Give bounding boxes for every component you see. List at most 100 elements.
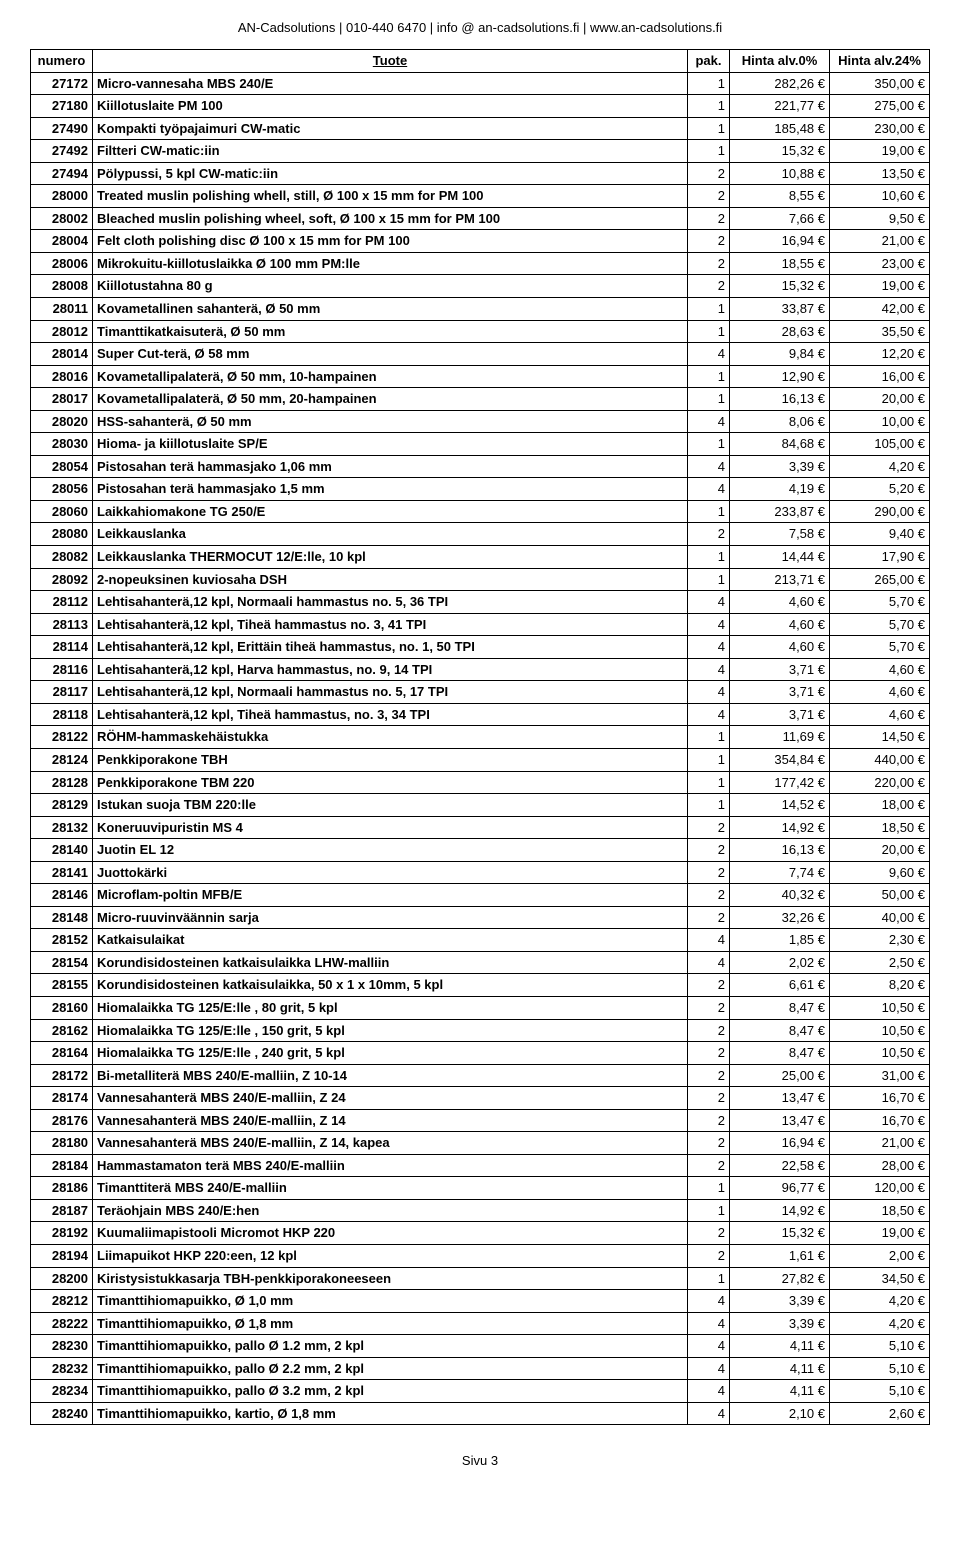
cell-tuote: Vannesahanterä MBS 240/E-malliin, Z 14, … <box>93 1132 688 1155</box>
cell-numero: 28212 <box>31 1290 93 1313</box>
cell-tuote: Koneruuvipuristin MS 4 <box>93 816 688 839</box>
cell-pak: 4 <box>688 591 730 614</box>
cell-pak: 2 <box>688 1064 730 1087</box>
cell-price0: 22,58 € <box>730 1154 830 1177</box>
cell-tuote: Lehtisahanterä,12 kpl, Tiheä hammastus n… <box>93 613 688 636</box>
cell-pak: 4 <box>688 658 730 681</box>
cell-tuote: Timanttihiomapuikko, Ø 1,8 mm <box>93 1312 688 1335</box>
cell-numero: 28152 <box>31 929 93 952</box>
cell-numero: 28129 <box>31 794 93 817</box>
cell-price24: 35,50 € <box>830 320 930 343</box>
cell-price0: 32,26 € <box>730 906 830 929</box>
cell-tuote: Micro-ruuvinväännin sarja <box>93 906 688 929</box>
table-row: 28080Leikkauslanka27,58 €9,40 € <box>31 523 930 546</box>
cell-tuote: Hioma- ja kiillotuslaite SP/E <box>93 433 688 456</box>
table-row: 27490Kompakti työpajaimuri CW-matic1185,… <box>31 117 930 140</box>
cell-price24: 4,20 € <box>830 455 930 478</box>
table-row: 28180Vannesahanterä MBS 240/E-malliin, Z… <box>31 1132 930 1155</box>
table-row: 28012Timanttikatkaisuterä, Ø 50 mm128,63… <box>31 320 930 343</box>
table-row: 28154Korundisidosteinen katkaisulaikka L… <box>31 951 930 974</box>
cell-tuote: Kovametallipalaterä, Ø 50 mm, 20-hampain… <box>93 388 688 411</box>
table-row: 28146Microflam-poltin MFB/E240,32 €50,00… <box>31 884 930 907</box>
cell-tuote: Bleached muslin polishing wheel, soft, Ø… <box>93 207 688 230</box>
cell-numero: 28004 <box>31 230 93 253</box>
cell-pak: 4 <box>688 478 730 501</box>
table-row: 28114Lehtisahanterä,12 kpl, Erittäin tih… <box>31 636 930 659</box>
cell-numero: 28222 <box>31 1312 93 1335</box>
cell-tuote: Korundisidosteinen katkaisulaikka, 50 x … <box>93 974 688 997</box>
cell-price24: 18,50 € <box>830 816 930 839</box>
cell-price24: 10,50 € <box>830 1042 930 1065</box>
cell-pak: 2 <box>688 816 730 839</box>
cell-tuote: Pölypussi, 5 kpl CW-matic:iin <box>93 162 688 185</box>
cell-pak: 2 <box>688 884 730 907</box>
cell-tuote: Hiomalaikka TG 125/E:lle , 150 grit, 5 k… <box>93 1019 688 1042</box>
cell-numero: 28132 <box>31 816 93 839</box>
cell-tuote: Super Cut-terä, Ø 58 mm <box>93 343 688 366</box>
cell-pak: 2 <box>688 1222 730 1245</box>
cell-price24: 230,00 € <box>830 117 930 140</box>
cell-price0: 7,74 € <box>730 861 830 884</box>
table-row: 28187Teräohjain MBS 240/E:hen114,92 €18,… <box>31 1199 930 1222</box>
cell-price24: 19,00 € <box>830 140 930 163</box>
cell-price24: 13,50 € <box>830 162 930 185</box>
col-pak: pak. <box>688 50 730 73</box>
table-row: 28016Kovametallipalaterä, Ø 50 mm, 10-ha… <box>31 365 930 388</box>
cell-price24: 120,00 € <box>830 1177 930 1200</box>
cell-price24: 28,00 € <box>830 1154 930 1177</box>
cell-tuote: Lehtisahanterä,12 kpl, Erittäin tiheä ha… <box>93 636 688 659</box>
cell-numero: 28014 <box>31 343 93 366</box>
cell-price0: 221,77 € <box>730 95 830 118</box>
cell-pak: 1 <box>688 568 730 591</box>
cell-pak: 1 <box>688 546 730 569</box>
table-row: 28140Juotin EL 12216,13 €20,00 € <box>31 839 930 862</box>
cell-price0: 4,60 € <box>730 636 830 659</box>
table-row: 28060Laikkahiomakone TG 250/E1233,87 €29… <box>31 500 930 523</box>
cell-numero: 28128 <box>31 771 93 794</box>
cell-tuote: Timanttiterä MBS 240/E-malliin <box>93 1177 688 1200</box>
cell-price24: 9,40 € <box>830 523 930 546</box>
cell-tuote: Lehtisahanterä,12 kpl, Normaali hammastu… <box>93 681 688 704</box>
cell-tuote: Leikkauslanka <box>93 523 688 546</box>
cell-price24: 14,50 € <box>830 726 930 749</box>
cell-pak: 4 <box>688 1380 730 1403</box>
table-row: 28194Liimapuikot HKP 220:een, 12 kpl21,6… <box>31 1244 930 1267</box>
table-row: 28184Hammastamaton terä MBS 240/E-mallii… <box>31 1154 930 1177</box>
cell-price24: 19,00 € <box>830 1222 930 1245</box>
cell-tuote: Liimapuikot HKP 220:een, 12 kpl <box>93 1244 688 1267</box>
cell-pak: 1 <box>688 72 730 95</box>
cell-price24: 16,70 € <box>830 1087 930 1110</box>
cell-pak: 4 <box>688 681 730 704</box>
cell-tuote: Korundisidosteinen katkaisulaikka LHW-ma… <box>93 951 688 974</box>
table-row: 28148Micro-ruuvinväännin sarja232,26 €40… <box>31 906 930 929</box>
cell-numero: 28148 <box>31 906 93 929</box>
table-row: 28002Bleached muslin polishing wheel, so… <box>31 207 930 230</box>
cell-price0: 16,94 € <box>730 230 830 253</box>
cell-tuote: Juotin EL 12 <box>93 839 688 862</box>
cell-pak: 4 <box>688 929 730 952</box>
cell-numero: 28234 <box>31 1380 93 1403</box>
cell-tuote: Timanttihiomapuikko, pallo Ø 1.2 mm, 2 k… <box>93 1335 688 1358</box>
cell-price24: 18,00 € <box>830 794 930 817</box>
cell-pak: 4 <box>688 636 730 659</box>
cell-numero: 28011 <box>31 298 93 321</box>
cell-pak: 1 <box>688 140 730 163</box>
cell-tuote: Kovametallipalaterä, Ø 50 mm, 10-hampain… <box>93 365 688 388</box>
table-row: 27172Micro-vannesaha MBS 240/E1282,26 €3… <box>31 72 930 95</box>
cell-tuote: Istukan suoja TBM 220:lle <box>93 794 688 817</box>
cell-price0: 11,69 € <box>730 726 830 749</box>
table-row: 28128Penkkiporakone TBM 2201177,42 €220,… <box>31 771 930 794</box>
table-row: 28141Juottokärki27,74 €9,60 € <box>31 861 930 884</box>
cell-price0: 2,02 € <box>730 951 830 974</box>
cell-price24: 220,00 € <box>830 771 930 794</box>
cell-tuote: Leikkauslanka THERMOCUT 12/E:lle, 10 kpl <box>93 546 688 569</box>
table-row: 28113Lehtisahanterä,12 kpl, Tiheä hammas… <box>31 613 930 636</box>
cell-pak: 2 <box>688 1109 730 1132</box>
cell-numero: 28186 <box>31 1177 93 1200</box>
cell-price24: 105,00 € <box>830 433 930 456</box>
cell-price0: 14,44 € <box>730 546 830 569</box>
cell-pak: 2 <box>688 1019 730 1042</box>
cell-pak: 1 <box>688 433 730 456</box>
table-row: 28234Timanttihiomapuikko, pallo Ø 3.2 mm… <box>31 1380 930 1403</box>
cell-tuote: Timanttikatkaisuterä, Ø 50 mm <box>93 320 688 343</box>
